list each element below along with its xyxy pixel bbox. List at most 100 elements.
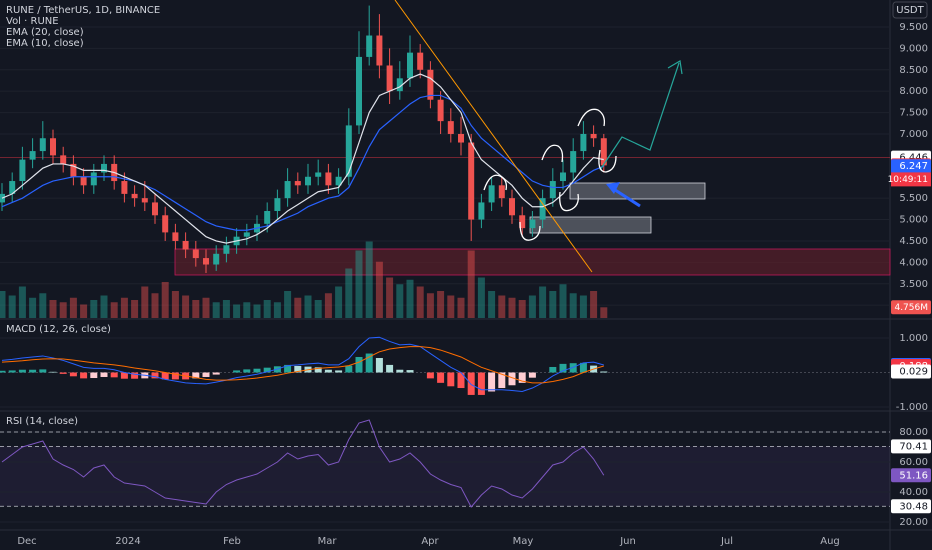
candle-body xyxy=(70,163,77,177)
time-label: Jul xyxy=(720,536,733,547)
candle-body xyxy=(243,232,250,237)
volume-bar xyxy=(426,293,434,318)
price-tag-label: 30.48 xyxy=(899,501,928,512)
candle-body xyxy=(437,99,444,122)
volume-bar xyxy=(39,293,47,318)
volume-bar xyxy=(253,304,261,318)
candle-body xyxy=(549,181,556,199)
currency-button[interactable] xyxy=(892,1,928,19)
volume-bar xyxy=(488,291,496,318)
histogram-bar xyxy=(365,353,373,373)
candle-body xyxy=(325,172,332,186)
histogram-bar xyxy=(49,371,57,373)
histogram-bar xyxy=(39,369,47,373)
candle-body xyxy=(29,151,36,160)
volume-bar xyxy=(212,302,220,318)
histogram-bar xyxy=(18,369,26,373)
candle-body xyxy=(182,240,189,250)
volume-bar xyxy=(375,261,383,318)
currency[interactable]: USDT xyxy=(896,5,924,16)
volume-bar xyxy=(437,291,445,318)
volume-bar xyxy=(304,295,312,318)
candle-body xyxy=(192,249,199,259)
projection-arrow xyxy=(599,62,680,171)
volume-bar xyxy=(273,302,281,318)
volume-bar xyxy=(110,302,118,318)
volume-bar xyxy=(457,297,465,318)
histogram-bar xyxy=(375,358,383,373)
candle-body xyxy=(529,219,536,229)
candle-body xyxy=(580,133,587,152)
volume-bar xyxy=(498,295,506,318)
volume-bar xyxy=(263,300,271,318)
histogram-bar xyxy=(396,369,404,373)
volume-bar xyxy=(365,241,373,318)
time-label: 2024 xyxy=(115,536,140,547)
volume-bar xyxy=(151,293,159,318)
volume-bar xyxy=(8,295,16,318)
y-tick-label: 80.00 xyxy=(899,427,928,438)
price-tag-label: 0.029 xyxy=(899,367,928,378)
candle-body xyxy=(417,52,424,70)
histogram-bar xyxy=(0,370,6,373)
candle-body xyxy=(386,65,393,92)
support-zone xyxy=(174,248,891,276)
histogram-bar xyxy=(498,372,506,389)
y-tick-label: 60.00 xyxy=(899,457,928,468)
histogram-bar xyxy=(324,369,332,373)
volume-bar xyxy=(539,286,547,318)
candle-body xyxy=(264,211,271,224)
candle-body xyxy=(315,172,322,177)
volume-bar xyxy=(600,307,608,318)
time-label: Dec xyxy=(17,536,36,547)
candle-body xyxy=(356,56,362,126)
candle-body xyxy=(50,138,56,156)
pane-title: RSI (14, close) xyxy=(6,416,78,427)
candle-body xyxy=(468,142,475,220)
price-tag xyxy=(891,439,931,454)
time-label: Mar xyxy=(318,536,338,547)
volume-bar xyxy=(182,295,190,318)
time-label: Jun xyxy=(619,536,636,547)
candle-body xyxy=(407,52,413,79)
candle-body xyxy=(223,245,230,254)
rsi-band xyxy=(0,446,890,507)
indicator-line xyxy=(1,336,604,392)
histogram-bar xyxy=(243,369,251,373)
volume-bar xyxy=(477,277,485,318)
histogram-bar xyxy=(426,372,434,379)
histogram-bar xyxy=(212,372,220,375)
histogram-bar xyxy=(457,372,465,389)
histogram-bar xyxy=(8,370,16,373)
volume-bar xyxy=(528,295,536,318)
volume-bar xyxy=(59,302,67,318)
indicator-line xyxy=(1,419,605,508)
candle-body xyxy=(488,185,495,203)
y-tick-label: 7.500 xyxy=(899,108,928,119)
histogram-bar xyxy=(100,372,108,377)
volume-bar xyxy=(141,286,149,318)
candle-body xyxy=(570,151,577,173)
y-tick-label: 8.500 xyxy=(899,65,928,76)
volume-bar xyxy=(243,302,251,318)
volume-bar xyxy=(233,304,241,318)
volume-bar xyxy=(335,286,343,318)
time-label: Aug xyxy=(820,536,840,547)
candle-body xyxy=(203,258,209,265)
histogram-bar xyxy=(284,364,292,373)
candle-body xyxy=(39,138,46,152)
indicator-label: Vol · RUNE xyxy=(6,16,59,27)
candle-body xyxy=(152,202,158,216)
y-tick-label: 40.00 xyxy=(899,487,928,498)
volume-bar xyxy=(100,295,108,318)
volume-bar xyxy=(549,291,557,318)
histogram-bar xyxy=(488,372,496,392)
volume-bar xyxy=(161,282,169,318)
histogram-bar xyxy=(355,356,363,373)
volume-bar xyxy=(171,291,179,318)
candle-body xyxy=(162,215,169,233)
candle-body xyxy=(294,181,301,186)
volume-bar xyxy=(386,277,394,318)
histogram-bar xyxy=(110,372,118,378)
histogram-bar xyxy=(161,372,169,380)
